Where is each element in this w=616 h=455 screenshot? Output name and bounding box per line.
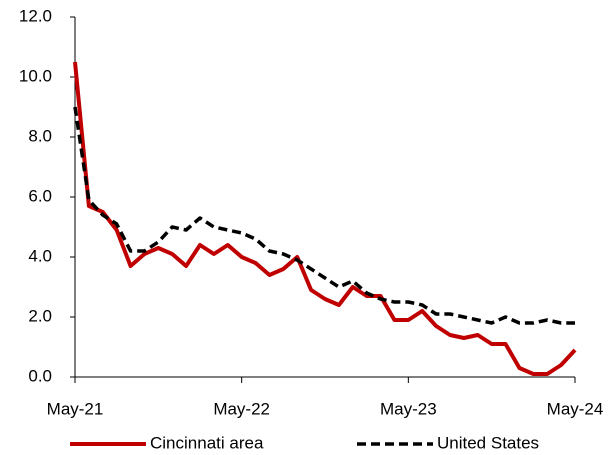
series-line	[73, 61, 577, 376]
y-tick-label: 0.0	[28, 366, 52, 385]
x-tick-label: May-22	[213, 399, 270, 418]
x-tick-label: May-21	[47, 399, 104, 418]
y-tick-label: 8.0	[28, 126, 52, 145]
legend-label: Cincinnati area	[150, 433, 264, 452]
y-tick-label: 6.0	[28, 186, 52, 205]
x-tick-label: May-24	[547, 399, 604, 418]
y-tick-label: 4.0	[28, 246, 52, 265]
legend-label: United States	[437, 433, 539, 452]
x-tick-label: May-23	[380, 399, 437, 418]
y-tick-label: 12.0	[19, 6, 52, 25]
y-tick-label: 2.0	[28, 306, 52, 325]
y-tick-label: 10.0	[19, 66, 52, 85]
series-line	[73, 106, 575, 325]
